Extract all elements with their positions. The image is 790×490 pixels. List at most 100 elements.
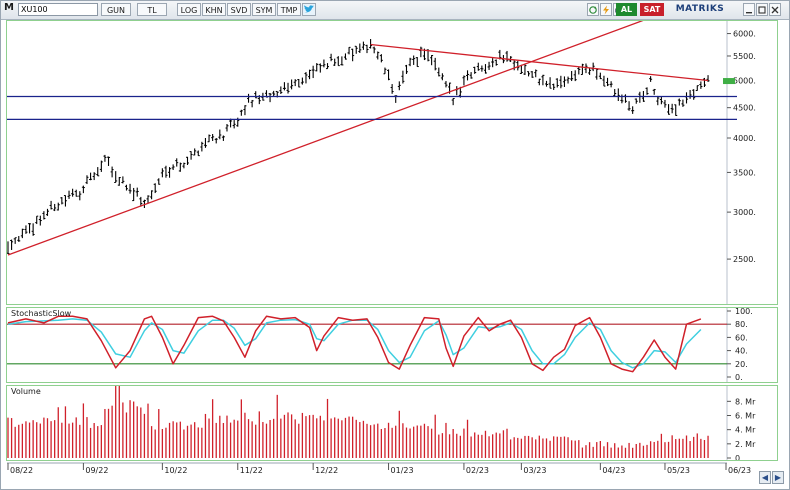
price-bar — [404, 64, 408, 74]
price-bar — [49, 200, 53, 210]
price-bar — [369, 39, 373, 49]
price-bar — [390, 84, 394, 94]
price-bar — [580, 63, 584, 76]
price-tick-label: 5000. — [733, 77, 756, 86]
last-value-marker — [723, 78, 735, 85]
sell-button[interactable]: SAT — [640, 3, 664, 16]
symbol-input[interactable]: XU100 — [18, 3, 98, 16]
uptrend-line — [7, 18, 648, 256]
time-tick-label: 03/23 — [523, 466, 546, 475]
price-bar — [656, 95, 660, 106]
price-bars — [6, 39, 710, 255]
lightning-icon[interactable] — [600, 3, 612, 16]
svd-button[interactable]: SVD — [227, 3, 251, 16]
minimize-icon[interactable] — [743, 3, 755, 16]
stochastic-panel[interactable]: 100. 80. 60. 40. 20. 0. StochasticSlow — [6, 307, 778, 383]
price-bar — [588, 68, 592, 75]
close-icon[interactable] — [769, 3, 781, 16]
volume-panel[interactable]: 8. Mr 6. Mr 4. Mr 2. Mr 0. Volume — [6, 385, 778, 463]
price-bar — [559, 75, 563, 89]
price-bar — [372, 46, 376, 54]
price-bar — [96, 167, 100, 177]
price-bar — [433, 57, 437, 71]
volume-tick-label: 0. — [735, 454, 743, 460]
menu-button[interactable]: M — [4, 2, 14, 13]
price-bar — [272, 90, 276, 97]
price-bar — [329, 53, 333, 62]
price-bar — [412, 55, 416, 65]
scroll-left-icon[interactable]: ◀ — [759, 471, 771, 484]
volume-tick-label: 2. Mr — [735, 440, 756, 449]
time-tick-label: 06/23 — [728, 466, 751, 475]
price-bar — [408, 57, 412, 67]
price-bar — [437, 67, 441, 77]
price-bar — [60, 197, 64, 205]
price-bar — [128, 183, 132, 194]
buy-button[interactable]: AL — [616, 3, 637, 16]
price-bar — [250, 99, 254, 108]
price-bar — [318, 63, 322, 73]
price-bar — [361, 41, 365, 50]
price-tick-label: 5500. — [733, 52, 756, 61]
price-bar — [99, 160, 103, 172]
price-bar — [473, 66, 477, 74]
price-bar — [132, 187, 136, 202]
price-bar — [537, 78, 541, 86]
stochastic-tick-label: 0. — [735, 373, 743, 382]
twitter-icon[interactable] — [302, 3, 316, 16]
price-bar — [415, 57, 419, 68]
daily-button[interactable]: GUN — [101, 3, 131, 16]
price-panel[interactable]: 6000. 5500. 5000. 4500. 4000. 3500. 3000. 2500. — [6, 18, 778, 305]
price-bar — [685, 92, 689, 104]
price-bar — [609, 81, 613, 88]
price-bar — [146, 195, 150, 204]
price-bar — [279, 86, 283, 94]
price-chart[interactable]: 6000. 5500. 5000. 4500. 4000. 3500. 3000. 2500. — [6, 18, 777, 304]
price-bar — [584, 63, 588, 74]
khn-button[interactable]: KHN — [202, 3, 226, 16]
maximize-icon[interactable] — [756, 3, 768, 16]
price-tick-label: 4000. — [733, 134, 756, 143]
time-tick-label: 10/22 — [164, 466, 187, 475]
stochastic-series-line — [7, 315, 702, 373]
scroll-right-icon[interactable]: ▶ — [772, 471, 784, 484]
price-bar — [207, 134, 211, 143]
price-bar — [31, 223, 35, 236]
price-bar — [466, 70, 470, 81]
sym-button[interactable]: SYM — [252, 3, 276, 16]
price-bar — [695, 85, 699, 92]
price-bar — [519, 64, 523, 74]
stochastic-tick-label: 80. — [735, 320, 748, 329]
stochastic-tick-label: 40. — [735, 347, 748, 356]
price-bar — [333, 58, 337, 66]
time-tick-label: 11/22 — [240, 466, 263, 475]
price-bar — [221, 135, 225, 141]
price-bar — [182, 162, 186, 169]
stochastic-chart[interactable]: 100. 80. 60. 40. 20. 0. — [7, 307, 777, 382]
price-bar — [232, 120, 236, 129]
price-bar — [247, 93, 251, 103]
volume-chart[interactable]: 8. Mr 6. Mr 4. Mr 2. Mr 0. — [7, 385, 777, 463]
currency-button[interactable]: TL — [137, 3, 167, 16]
price-bar — [613, 89, 617, 97]
refresh-icon[interactable] — [587, 3, 599, 16]
price-bar — [430, 55, 434, 66]
price-bar — [175, 158, 179, 167]
price-bar — [326, 63, 330, 70]
price-bar — [293, 79, 297, 87]
price-bar — [229, 118, 233, 128]
price-bar — [677, 98, 681, 106]
time-tick-label: 12/22 — [315, 466, 338, 475]
price-bar — [527, 71, 531, 77]
price-bar — [638, 91, 642, 103]
price-bar — [562, 76, 566, 87]
tmp-button[interactable]: TMP — [277, 3, 301, 16]
price-bar — [214, 138, 218, 144]
price-bar — [193, 148, 197, 156]
price-bar — [365, 44, 369, 54]
price-bar — [649, 76, 653, 82]
price-bar — [300, 77, 304, 85]
price-bar — [530, 71, 534, 78]
log-button[interactable]: LOG — [177, 3, 201, 16]
price-bar — [419, 46, 423, 58]
